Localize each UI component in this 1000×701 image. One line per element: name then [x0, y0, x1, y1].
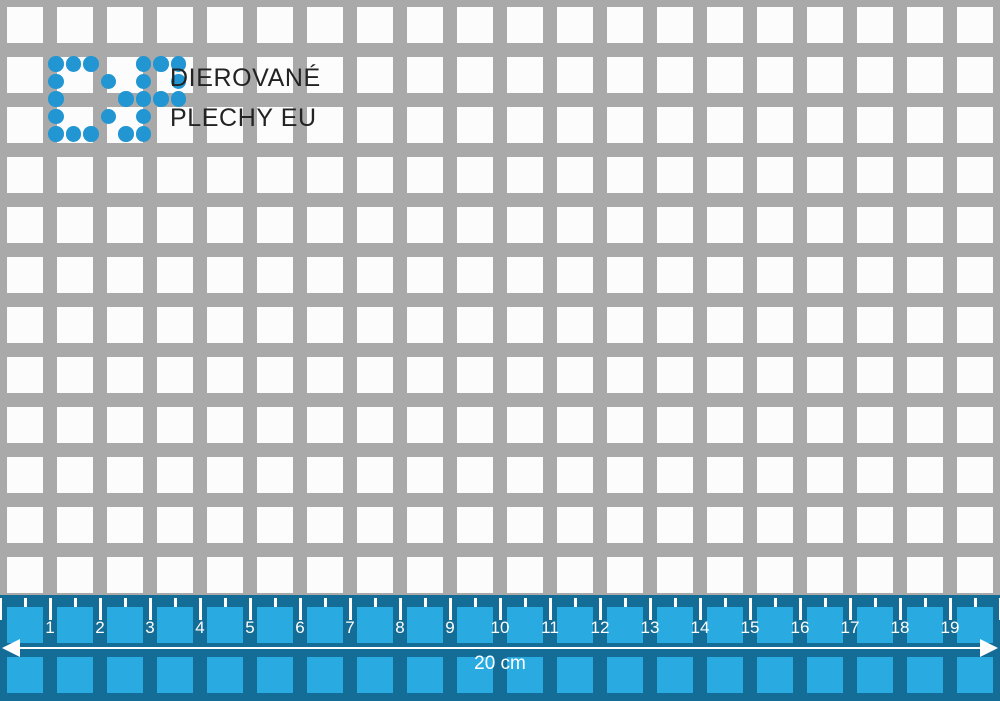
- ruler-tick-label: 10: [490, 618, 510, 637]
- ruler-minor-tick: [924, 598, 927, 607]
- ruler-minor-tick: [424, 598, 427, 607]
- ruler-major-tick: [499, 598, 502, 620]
- logo-dot: [65, 56, 81, 72]
- ruler-minor-tick: [274, 598, 277, 607]
- ruler-minor-tick: [824, 598, 827, 607]
- ruler-tick-label: 16: [790, 618, 810, 637]
- logo-wordmark: DIEROVANÉ PLECHY EU: [170, 58, 321, 138]
- ruler-major-tick: [49, 598, 52, 620]
- ruler-minor-tick: [624, 598, 627, 607]
- ruler-tick-label: 5: [245, 618, 255, 637]
- ruler-tick-label: 8: [395, 618, 405, 637]
- logo-line-1: DIEROVANÉ: [170, 64, 321, 92]
- ruler-tick-label: 7: [345, 618, 355, 637]
- logo-dot: [153, 56, 169, 72]
- ruler-major-tick: [749, 598, 752, 620]
- ruler-minor-tick: [774, 598, 777, 607]
- ruler-minor-tick: [124, 598, 127, 607]
- logo-dot: [83, 56, 99, 72]
- logo-dot: [118, 91, 134, 107]
- ruler-minor-tick: [74, 598, 77, 607]
- ruler-minor-tick: [174, 598, 177, 607]
- ruler-minor-tick: [224, 598, 227, 607]
- logo-dot: [48, 126, 64, 142]
- ruler-minor-tick: [874, 598, 877, 607]
- scale-ruler: 1 2 3 4 5 6 7 8 9 10 11 12 13 14 15 16 17 18 19 20 cm: [0, 595, 1000, 701]
- logo: DIEROVANÉ PLECHY EU: [48, 56, 338, 142]
- ruler-tick-label: 17: [840, 618, 860, 637]
- ruler-major-tick: [149, 598, 152, 620]
- ruler-minor-tick: [374, 598, 377, 607]
- ruler-major-tick: [549, 598, 552, 620]
- ruler-minor-tick: [24, 598, 27, 607]
- logo-dot: [135, 108, 151, 124]
- ruler-minor-tick: [324, 598, 327, 607]
- ruler-tick-label: 11: [541, 618, 559, 637]
- ruler-major-tick: [349, 598, 352, 620]
- logo-dot: [170, 56, 186, 72]
- scale-total-label: 20 cm: [474, 653, 526, 674]
- ruler-major-tick: [299, 598, 302, 620]
- ruler-minor-tick: [674, 598, 677, 607]
- ruler-major-tick: [649, 598, 652, 620]
- ruler-major-tick: [849, 598, 852, 620]
- ruler-tick-label: 14: [690, 618, 710, 637]
- logo-dot: [135, 73, 151, 89]
- logo-dot: [135, 91, 151, 107]
- logo-dot: [135, 126, 151, 142]
- logo-dot: [170, 91, 186, 107]
- ruler-tick-label: 15: [740, 618, 760, 637]
- measure-arrow-left-head: [2, 639, 20, 657]
- logo-dot: [48, 108, 64, 124]
- ruler-tick-label: 2: [95, 618, 105, 637]
- logo-dot: [100, 108, 116, 124]
- logo-dot: [170, 73, 186, 89]
- ruler-major-tick: [99, 598, 102, 620]
- logo-dot: [65, 126, 81, 142]
- ruler-major-tick: [899, 598, 902, 620]
- ruler-major-tick: [699, 598, 702, 620]
- ruler-minor-tick: [474, 598, 477, 607]
- logo-dot: [83, 126, 99, 142]
- ruler-major-tick: [599, 598, 602, 620]
- ruler-minor-tick: [574, 598, 577, 607]
- ruler-minor-tick: [524, 598, 527, 607]
- ruler-tick-label: 4: [195, 618, 205, 637]
- ruler-tick-label: 6: [295, 618, 305, 637]
- ruler-major-tick: [949, 598, 952, 620]
- measure-arrow-line: [8, 647, 992, 649]
- ruler-major-tick: [399, 598, 402, 620]
- ruler-tick-label: 19: [940, 618, 960, 637]
- ruler-tick-label: 13: [640, 618, 660, 637]
- ruler-major-tick: [249, 598, 252, 620]
- logo-dot: [135, 56, 151, 72]
- ruler-major-tick: [0, 598, 2, 620]
- ruler-tick-label: 1: [45, 618, 55, 637]
- measure-arrow-right-head: [980, 639, 998, 657]
- ruler-major-tick: [199, 598, 202, 620]
- logo-dot: [153, 91, 169, 107]
- logo-dot: [48, 56, 64, 72]
- ruler-tick-label: 18: [890, 618, 910, 637]
- logo-dot: [48, 73, 64, 89]
- logo-dot: [48, 91, 64, 107]
- ruler-tick-label: 9: [445, 618, 455, 637]
- logo-dot: [118, 126, 134, 142]
- ruler-tick-label: 12: [590, 618, 610, 637]
- logo-dot-mark: [48, 56, 186, 142]
- ruler-minor-tick: [974, 598, 977, 607]
- ruler-tick-label: 3: [145, 618, 155, 637]
- ruler-minor-tick: [724, 598, 727, 607]
- ruler-major-tick: [799, 598, 802, 620]
- logo-line-2: PLECHY EU: [170, 104, 317, 132]
- logo-dot: [100, 73, 116, 89]
- ruler-major-tick: [449, 598, 452, 620]
